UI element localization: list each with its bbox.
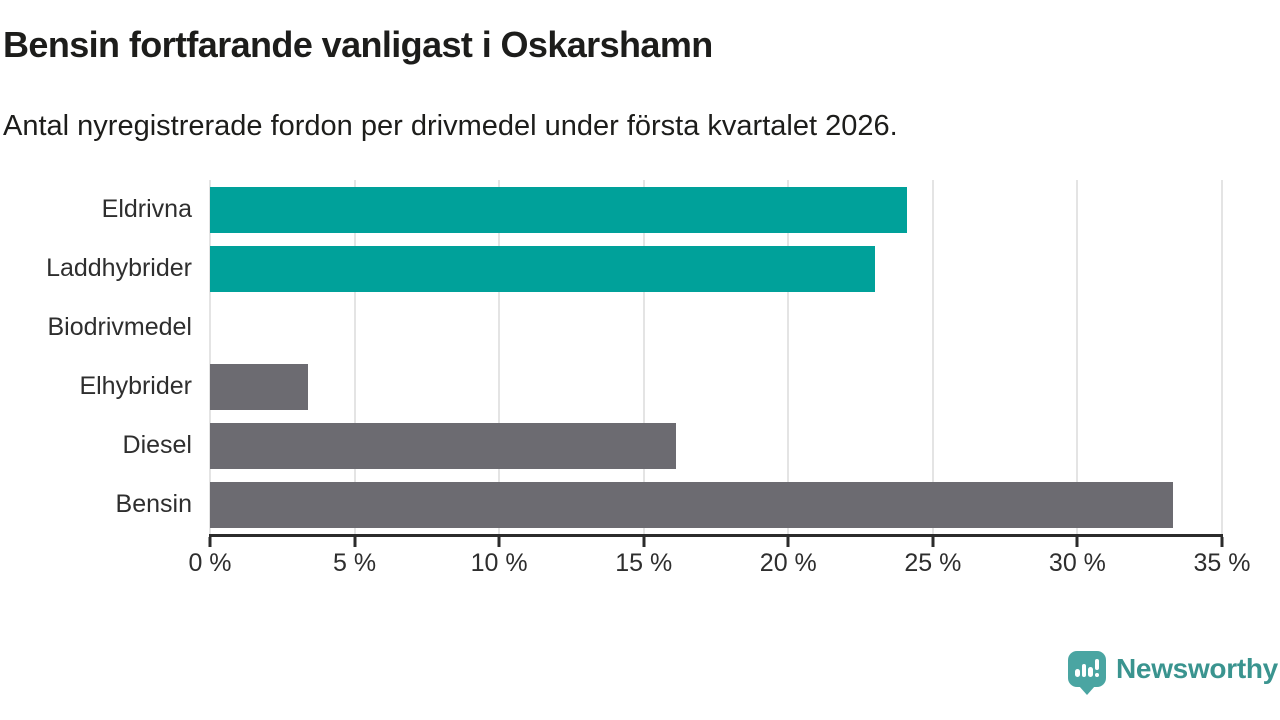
logo-bar-icon (1081, 664, 1086, 677)
category-label: Eldrivna (101, 195, 192, 223)
x-tick-mark (208, 537, 212, 547)
x-axis-line (209, 534, 1223, 537)
chart-title: Bensin fortfarande vanligast i Oskarsham… (3, 24, 713, 65)
gridline (498, 180, 501, 534)
x-tick-mark (931, 537, 935, 547)
logo-bar-icon (1088, 667, 1093, 677)
gridline (931, 180, 934, 534)
gridline (1076, 180, 1079, 534)
plot-area (209, 180, 1223, 534)
x-tick-mark (353, 537, 357, 547)
logo-speech-tail (1079, 686, 1095, 695)
x-tick-label: 30 % (1048, 549, 1106, 577)
logo-exclamation-dot-icon (1094, 672, 1099, 677)
x-tick-label: 20 % (759, 549, 817, 577)
gridline (642, 180, 645, 534)
x-tick-label: 25 % (904, 549, 962, 577)
x-tick-mark (1220, 537, 1224, 547)
x-tick-label: 0 % (188, 549, 232, 577)
bar-elhybrider (210, 363, 309, 410)
bar-diesel (210, 422, 676, 469)
newsworthy-logo: Newsworthy (1068, 651, 1278, 695)
x-axis: 0 % 5 % 10 % 15 % 20 % 25 % 30 % 35 % (188, 534, 1250, 584)
x-tick-mark (642, 537, 646, 547)
gridline (353, 180, 356, 534)
logo-exclamation-icon (1094, 658, 1099, 670)
gridline (1221, 180, 1223, 534)
chart-subtitle: Antal nyregistrerade fordon per drivmede… (3, 110, 898, 142)
gridline (787, 180, 790, 534)
x-tick-label: 5 % (333, 549, 377, 577)
gridline (209, 180, 211, 534)
logo-bar-icon (1075, 669, 1080, 677)
category-label: Elhybrider (79, 372, 192, 400)
category-label: Biodrivmedel (47, 313, 192, 341)
category-label: Laddhybrider (46, 254, 192, 282)
y-axis-category-labels: Eldrivna Laddhybrider Biodrivmedel Elhybrid… (0, 180, 192, 534)
x-tick-label: 15 % (615, 549, 673, 577)
x-tick-label: 35 % (1193, 549, 1251, 577)
bar-bensin (210, 481, 1173, 528)
bar-laddhybrider (210, 245, 876, 292)
newsworthy-wordmark: Newsworthy (1116, 653, 1278, 684)
category-label: Bensin (115, 490, 192, 518)
x-tick-label: 10 % (470, 549, 528, 577)
x-tick-mark (497, 537, 501, 547)
bar-eldrivna (210, 186, 907, 233)
category-label: Diesel (122, 431, 192, 459)
newsworthy-speech-bubble-chart-icon (1068, 651, 1106, 695)
x-tick-mark (1075, 537, 1079, 547)
x-tick-mark (786, 537, 790, 547)
